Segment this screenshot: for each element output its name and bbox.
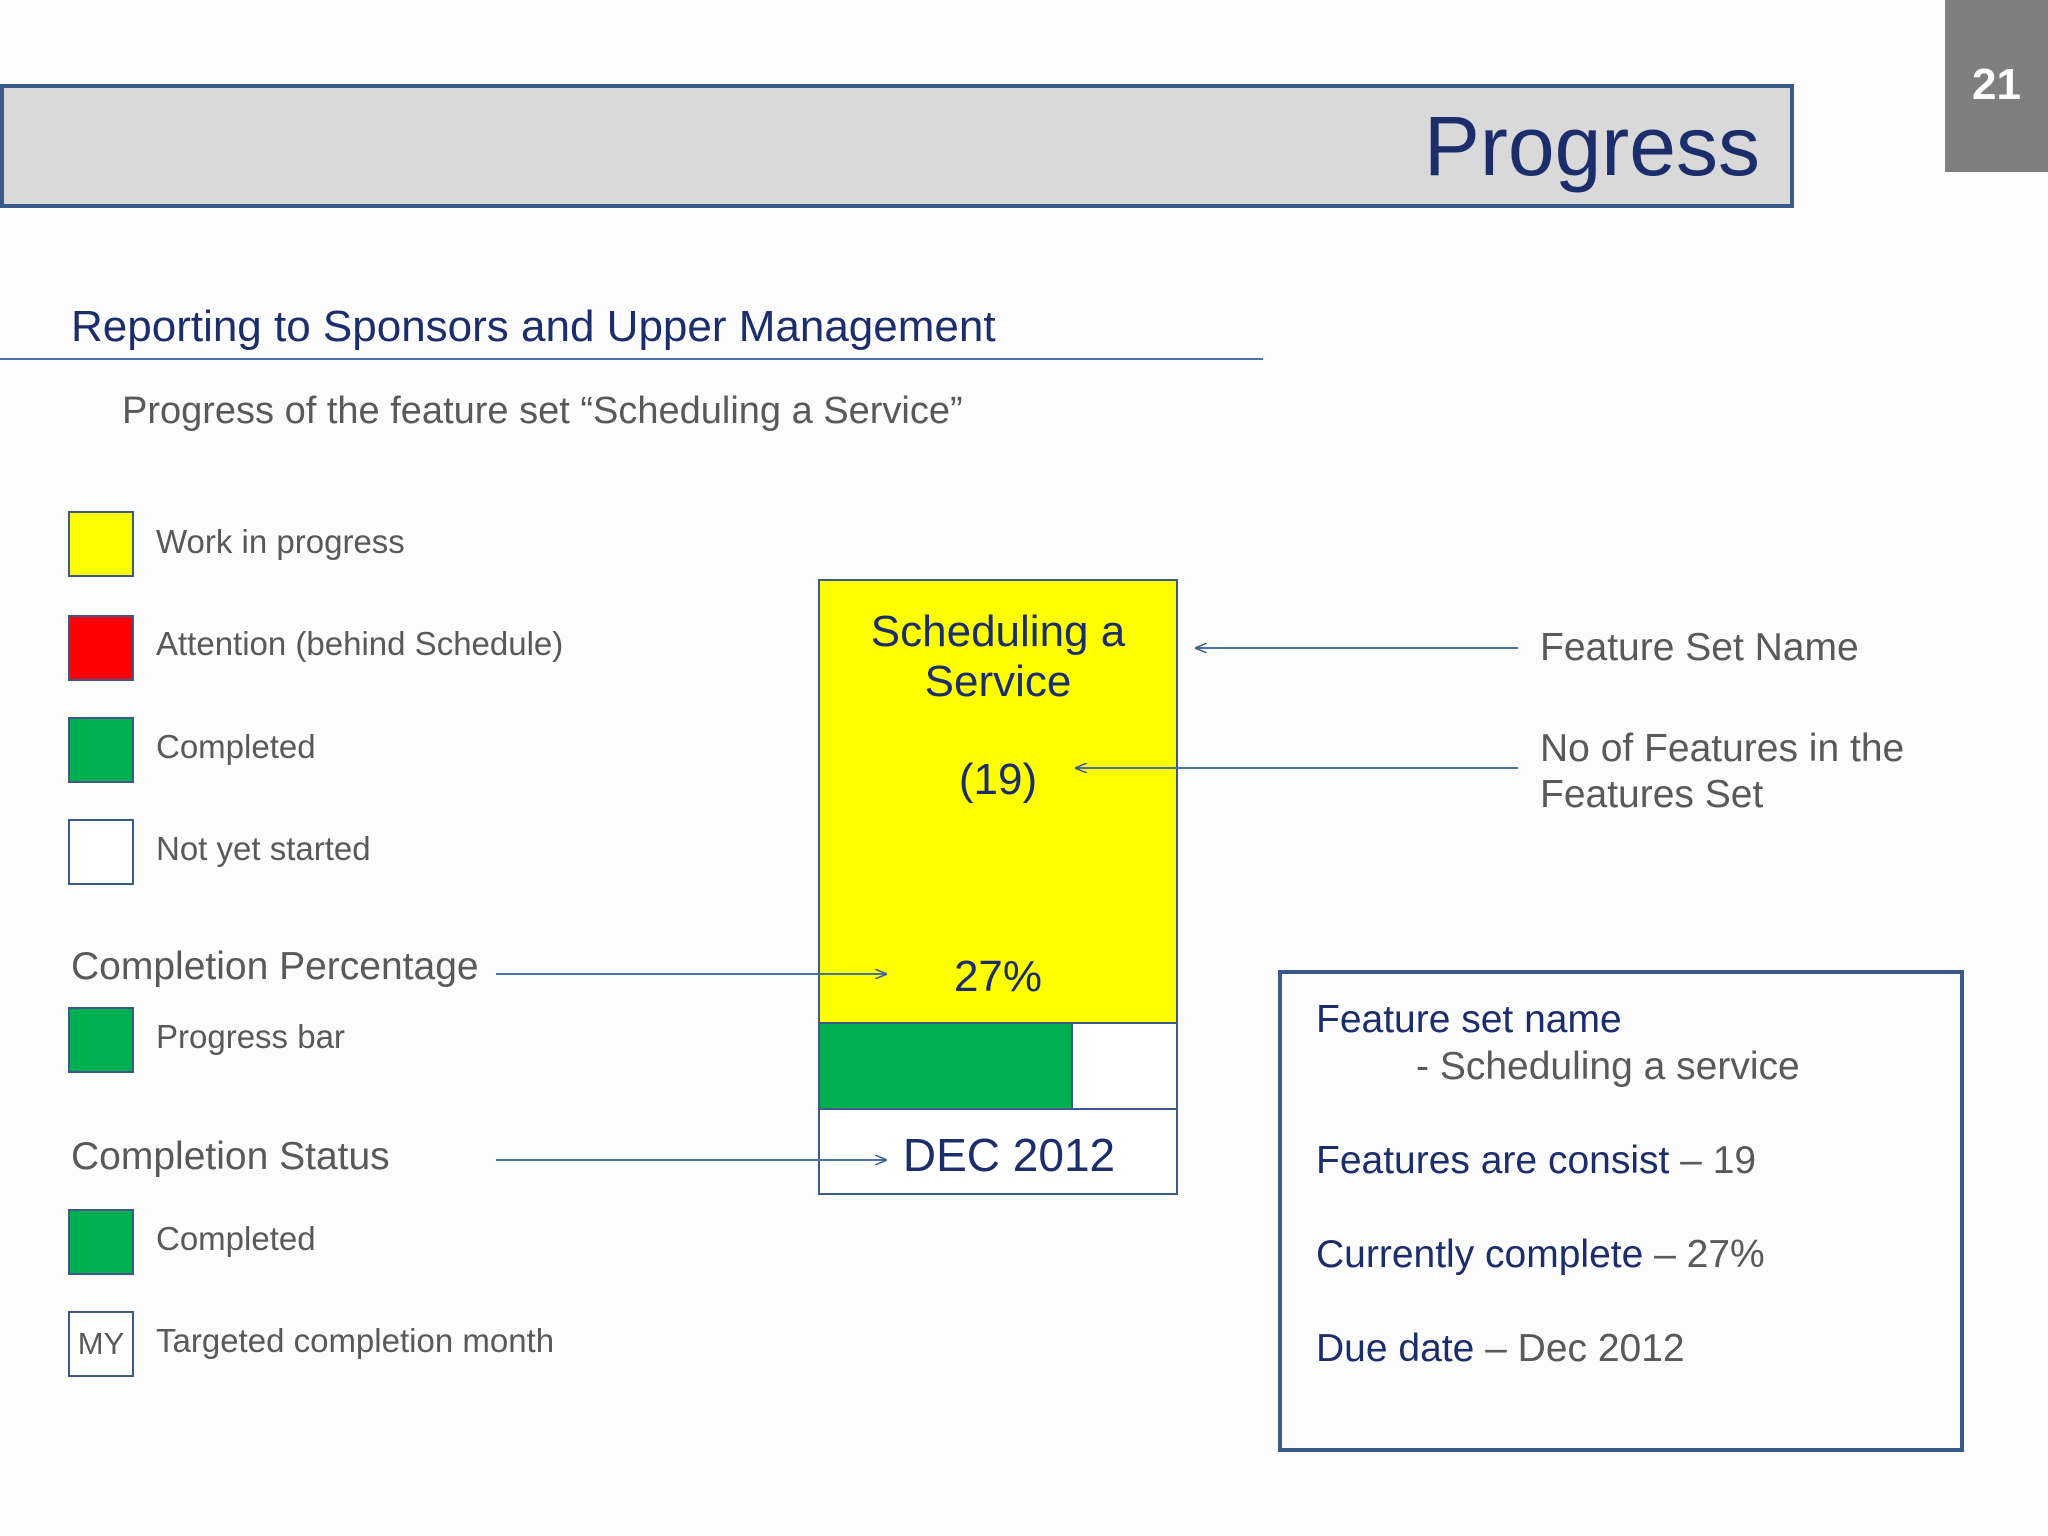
subtitle: Progress of the feature set “Scheduling … [122, 390, 963, 432]
progress-bar-fill [820, 1024, 1073, 1108]
summary-due: Due date – Dec 2012 [1316, 1327, 1685, 1371]
page-number: 21 [1972, 60, 2021, 109]
legend-label-completed: Completed [156, 728, 316, 765]
title-bar [0, 84, 1794, 208]
summary-due-label: Due date [1316, 1327, 1475, 1370]
page-number-box [1945, 0, 2048, 172]
legend-label-attention: Attention (behind Schedule) [156, 625, 564, 662]
legend-label-not-started: Not yet started [156, 830, 371, 867]
feature-set-name: Scheduling a Service [870, 607, 1126, 706]
section-heading: Reporting to Sponsors and Upper Manageme… [71, 302, 996, 351]
legend-label-status-completed: Completed [156, 1220, 316, 1257]
summary-features: Features are consist – 19 [1316, 1139, 1756, 1183]
legend-swatch-progress-bar [68, 1007, 134, 1073]
feature-set-box [818, 579, 1178, 1024]
summary-due-value: – Dec 2012 [1474, 1327, 1685, 1370]
summary-complete: Currently complete – 27% [1316, 1233, 1765, 1277]
legend-swatch-attention [68, 615, 134, 681]
legend-swatch-completed [68, 717, 134, 783]
completion-status-heading: Completion Status [71, 1135, 390, 1178]
legend-swatch-work-in-progress [68, 511, 134, 577]
due-date-box [818, 1108, 1178, 1195]
feature-count: (19) [958, 755, 1038, 804]
legend-label-progress-bar: Progress bar [156, 1018, 345, 1055]
summary-name-key: Feature set name [1316, 998, 1622, 1042]
annotation-feature-set-name: Feature Set Name [1540, 626, 1859, 669]
slide-title: Progress [1423, 99, 1760, 193]
due-date: DEC 2012 [902, 1129, 1116, 1181]
summary-features-value: – 19 [1669, 1139, 1757, 1182]
summary-name-text: - Scheduling a service [1416, 1045, 1800, 1088]
summary-complete-label: Currently complete [1316, 1233, 1644, 1276]
summary-name-label: Feature set name [1316, 998, 1622, 1041]
summary-complete-value: – 27% [1643, 1233, 1765, 1276]
section-divider [0, 358, 1263, 360]
legend-label-target-month: Targeted completion month [156, 1322, 555, 1359]
legend-box-target-month: MY [68, 1311, 134, 1377]
legend-label-work-in-progress: Work in progress [156, 523, 405, 560]
completion-percentage-heading: Completion Percentage [71, 945, 479, 988]
feature-percent: 27% [953, 952, 1043, 1001]
legend-swatch-not-started [68, 819, 134, 885]
annotation-feature-count: No of Features in the Features Set [1540, 727, 1905, 816]
legend-swatch-status-completed [68, 1209, 134, 1275]
summary-name-value: - Scheduling a service [1416, 1045, 1800, 1089]
summary-box [1278, 970, 1964, 1452]
summary-features-label: Features are consist [1316, 1139, 1670, 1182]
